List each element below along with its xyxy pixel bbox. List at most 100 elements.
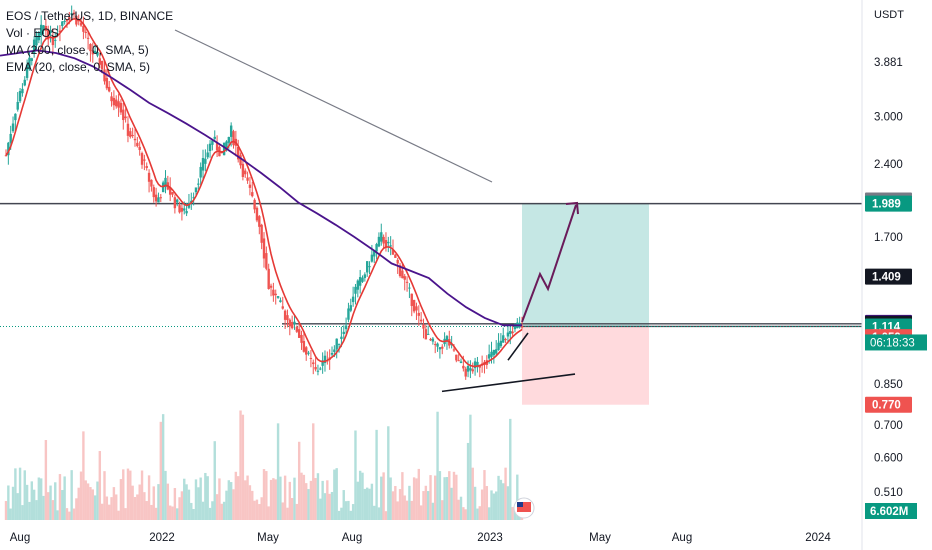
volume-bar [412, 477, 416, 520]
candle [244, 168, 247, 178]
position-zones [522, 203, 649, 405]
candle [63, 18, 66, 25]
candle [44, 18, 48, 39]
volume-bar [49, 485, 52, 520]
volume-bar [54, 482, 57, 520]
volume-bar [258, 504, 261, 520]
countdown-label: 06:18:33 [865, 334, 927, 351]
support-line[interactable] [441, 373, 576, 393]
candle [415, 302, 418, 320]
volume-bar [51, 500, 55, 520]
volume-bar [164, 470, 167, 520]
volume-bar [39, 478, 43, 520]
svg-text:1.409: 1.409 [872, 272, 901, 284]
candle [82, 16, 85, 40]
volume-bar [356, 481, 360, 520]
volume-bar [391, 491, 395, 520]
candle [302, 330, 306, 353]
candle [138, 141, 141, 156]
price-axis[interactable]: USDT 3.881 3.000 2.400 1.700 0.850 0.700 0.600 0… [874, 9, 904, 499]
volume-bar [307, 489, 310, 520]
volume-bar [4, 501, 8, 520]
volume-bar [103, 471, 106, 520]
candle [426, 325, 430, 335]
volume-bar [79, 471, 83, 520]
volume-bar [438, 471, 442, 520]
candle [16, 92, 19, 112]
candle [75, 15, 78, 27]
candle [126, 116, 130, 143]
price-label: 1.989 [865, 195, 912, 212]
time-axis[interactable]: Aug 2022 May Aug 2023 May Aug 2024 [10, 532, 832, 544]
candle [154, 187, 158, 207]
volume-bar [180, 491, 184, 520]
candle [312, 359, 315, 375]
volume-bar [96, 481, 99, 520]
candle [131, 127, 134, 139]
volume-bar [434, 475, 437, 520]
volume-legend[interactable]: Vol · EOS [6, 26, 59, 40]
downtrend-line[interactable] [174, 29, 493, 183]
candle [30, 57, 33, 66]
volume-bar [159, 421, 162, 520]
candle [307, 350, 310, 356]
candle [199, 162, 202, 186]
candle [375, 242, 378, 260]
candle [176, 198, 179, 207]
volume-bar [478, 506, 481, 520]
projection-path[interactable] [521, 204, 577, 323]
profit-zone[interactable] [522, 203, 649, 327]
candle [262, 232, 266, 268]
ema-legend[interactable]: EMA (20, close, 0, SMA, 5) [6, 60, 151, 74]
candle [478, 364, 481, 378]
volume-bar [28, 501, 31, 520]
volume-bar [21, 505, 24, 520]
candle [281, 296, 284, 310]
ma-legend[interactable]: MA (200, close, 0, SMA, 5) [6, 43, 149, 57]
time-tick-label: May [257, 532, 279, 544]
candle [361, 275, 364, 283]
candle [72, 9, 76, 18]
price-tick-label: 0.700 [874, 420, 903, 432]
rising-trendline[interactable] [507, 332, 529, 361]
candle [37, 30, 41, 44]
volume-value-label: 6.602M [865, 503, 917, 519]
candle [319, 366, 322, 371]
candle [504, 337, 507, 343]
flag-icon[interactable] [513, 497, 535, 519]
candle [344, 317, 348, 335]
volume-bar [35, 500, 38, 520]
volume-bar [457, 499, 460, 520]
volume-bar [373, 505, 376, 520]
candle [152, 184, 155, 203]
candle [464, 366, 467, 380]
volume-bar [218, 478, 221, 520]
volume-bar [63, 476, 66, 520]
candle [309, 350, 313, 368]
volume-bar [323, 493, 327, 520]
candle [422, 318, 425, 339]
volume-bar [229, 482, 233, 520]
volume-bar [25, 484, 29, 520]
volume-bar [401, 472, 404, 520]
candle [173, 194, 177, 214]
symbol-title[interactable]: EOS / TetherUS, 1D, BINANCE [6, 9, 174, 23]
candle [232, 129, 235, 149]
volume-bar [462, 507, 465, 520]
volume-bar [316, 473, 320, 520]
volume-bar [61, 490, 64, 520]
candle [237, 139, 240, 163]
candle [305, 346, 308, 361]
volume-bar [208, 507, 212, 520]
candle [288, 318, 291, 336]
volume-bar [47, 492, 50, 520]
candle [28, 50, 31, 71]
volume-bar [213, 441, 216, 520]
volume-bar [154, 507, 158, 520]
loss-zone[interactable] [522, 326, 649, 405]
volume-bar [382, 472, 385, 520]
volume-bar [509, 418, 512, 520]
volume-bar [368, 488, 371, 520]
volume-bar [455, 474, 458, 520]
